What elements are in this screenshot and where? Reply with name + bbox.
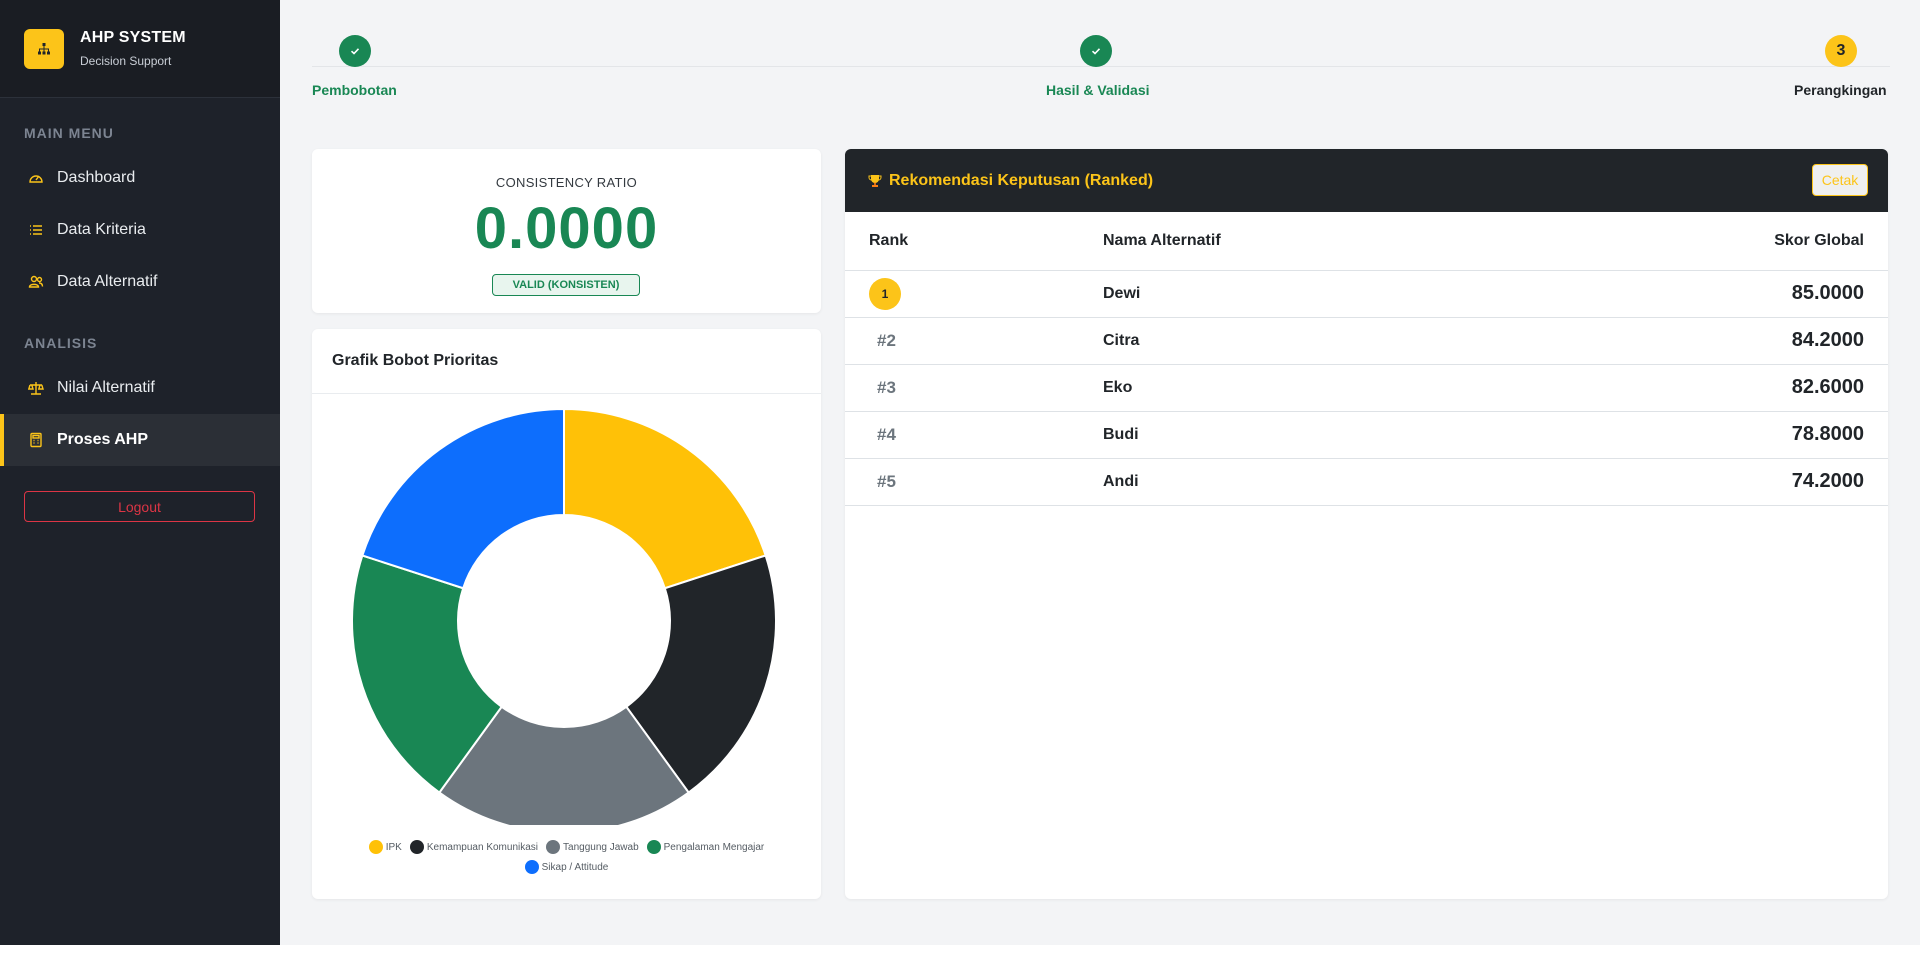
sidebar-item-data-alternatif[interactable]: Data Alternatif — [0, 256, 280, 308]
step-1-check-icon — [339, 35, 371, 67]
table-row: #3 Eko 82.6000 — [845, 364, 1888, 412]
consistency-title: CONSISTENCY RATIO — [495, 175, 638, 190]
section-analisis: ANALISIS — [24, 335, 98, 351]
step-label-pembobotan: Pembobotan — [312, 82, 397, 98]
donut-slice-pengalaman-mengajar[interactable] — [351, 554, 504, 794]
print-button[interactable]: Cetak — [1812, 164, 1868, 196]
legend-swatch — [646, 840, 661, 854]
donut-slice-kemampuan-komunikasi[interactable] — [624, 554, 777, 794]
legend-swatch — [546, 840, 561, 854]
global-score: 85.0000 — [1502, 270, 1888, 318]
global-score: 74.2000 — [1502, 458, 1888, 506]
legend-item[interactable]: Pengalaman Mengajar — [646, 840, 765, 854]
sidebar-item-proses-ahp[interactable]: Proses AHP — [0, 414, 280, 466]
section-main-menu: MAIN MENU — [24, 125, 114, 141]
legend-swatch — [409, 840, 424, 854]
rank-number: #4 — [877, 424, 896, 444]
legend-label: IPK — [385, 841, 402, 853]
table-row: 1 Dewi 85.0000 — [845, 270, 1888, 318]
sidebar-item-label: Data Kriteria — [57, 221, 146, 238]
rank-1-badge: 1 — [869, 277, 901, 310]
alternative-name: Dewi — [1103, 270, 1503, 318]
step-3-number: 3 — [1825, 35, 1857, 67]
legend-swatch — [524, 860, 539, 874]
brand: AHP SYSTEM Decision Support — [0, 0, 280, 98]
list-icon — [28, 222, 44, 238]
sidebar-item-label: Nilai Alternatif — [57, 379, 155, 396]
global-score: 78.8000 — [1502, 411, 1888, 459]
legend-item[interactable]: IPK — [368, 840, 402, 854]
donut-slice-tanggung-jawab[interactable] — [437, 705, 691, 825]
chart-card: Grafik Bobot Prioritas IPK Kemampuan Komu… — [312, 329, 821, 899]
ranking-table: Rank Nama Alternatif Skor Global 1 Dewi … — [845, 212, 1888, 506]
legend-label: Pengalaman Mengajar — [663, 841, 765, 853]
speedometer-icon — [28, 170, 44, 186]
legend-label: Sikap / Attitude — [541, 861, 609, 873]
legend-label: Kemampuan Komunikasi — [426, 841, 539, 853]
logout-button[interactable]: Logout — [24, 491, 255, 522]
stepper-track — [312, 66, 1890, 67]
column-header-rank: Rank — [845, 212, 1103, 271]
sidebar-item-label: Data Alternatif — [57, 273, 158, 290]
brand-title: AHP SYSTEM — [80, 29, 186, 46]
step-label-hasil-validasi: Hasil & Validasi — [1046, 82, 1150, 98]
ranking-title: Rekomendasi Keputusan (Ranked) — [889, 171, 1154, 189]
sidebar: AHP SYSTEM Decision Support MAIN MENU Da… — [0, 0, 280, 945]
chart-title: Grafik Bobot Prioritas — [312, 329, 821, 394]
sidebar-item-label: Proses AHP — [57, 431, 148, 448]
brand-subtitle: Decision Support — [80, 54, 172, 68]
rank-number: #2 — [877, 330, 896, 350]
step-2-check-icon — [1080, 35, 1112, 67]
legend-item[interactable]: Sikap / Attitude — [524, 860, 609, 874]
legend-swatch — [368, 840, 383, 854]
rank-number: #3 — [877, 377, 896, 397]
donut-slice-ipk[interactable] — [563, 407, 767, 590]
step-label-perangkingan: Perangkingan — [1794, 82, 1887, 98]
legend-item[interactable]: Kemampuan Komunikasi — [409, 840, 539, 854]
sidebar-item-data-kriteria[interactable]: Data Kriteria — [0, 204, 280, 256]
sidebar-item-label: Dashboard — [57, 169, 136, 186]
alternative-name: Citra — [1103, 317, 1503, 365]
legend-label: Tanggung Jawab — [563, 841, 639, 853]
global-score: 84.2000 — [1502, 317, 1888, 365]
table-row: #2 Citra 84.2000 — [845, 317, 1888, 365]
alternative-name: Budi — [1103, 411, 1503, 459]
sidebar-item-dashboard[interactable]: Dashboard — [0, 152, 280, 204]
sidebar-item-nilai-alternatif[interactable]: Nilai Alternatif — [0, 362, 280, 414]
validity-badge: VALID (KONSISTEN) — [492, 274, 640, 296]
column-header-score: Skor Global — [1502, 212, 1888, 271]
table-header-row: Rank Nama Alternatif Skor Global — [845, 212, 1888, 271]
trophy-icon — [867, 173, 883, 189]
consistency-card: CONSISTENCY RATIO 0.0000 VALID (KONSISTE… — [312, 149, 821, 313]
table-row: #4 Budi 78.8000 — [845, 411, 1888, 459]
table-row: #5 Andi 74.2000 — [845, 458, 1888, 506]
scale-icon — [28, 380, 44, 396]
legend-item[interactable]: Tanggung Jawab — [546, 840, 639, 854]
ranking-card: Rekomendasi Keputusan (Ranked) Cetak Ran… — [845, 149, 1888, 899]
rank-number: #5 — [877, 471, 896, 491]
global-score: 82.6000 — [1502, 364, 1888, 412]
ranking-header: Rekomendasi Keputusan (Ranked) Cetak — [845, 149, 1888, 212]
column-header-name: Nama Alternatif — [1103, 212, 1503, 271]
alternative-name: Andi — [1103, 458, 1503, 506]
donut-chart — [351, 407, 777, 825]
alternative-name: Eko — [1103, 364, 1503, 412]
people-icon — [28, 274, 44, 290]
consistency-value: 0.0000 — [474, 196, 659, 261]
chart-legend: IPK Kemampuan Komunikasi Tanggung Jawab Pen… — [312, 840, 821, 874]
donut-slice-sikap-attitude[interactable] — [361, 407, 565, 590]
calculator-icon — [28, 432, 44, 448]
bottom-strip — [0, 945, 1920, 955]
sitemap-icon — [24, 28, 64, 69]
